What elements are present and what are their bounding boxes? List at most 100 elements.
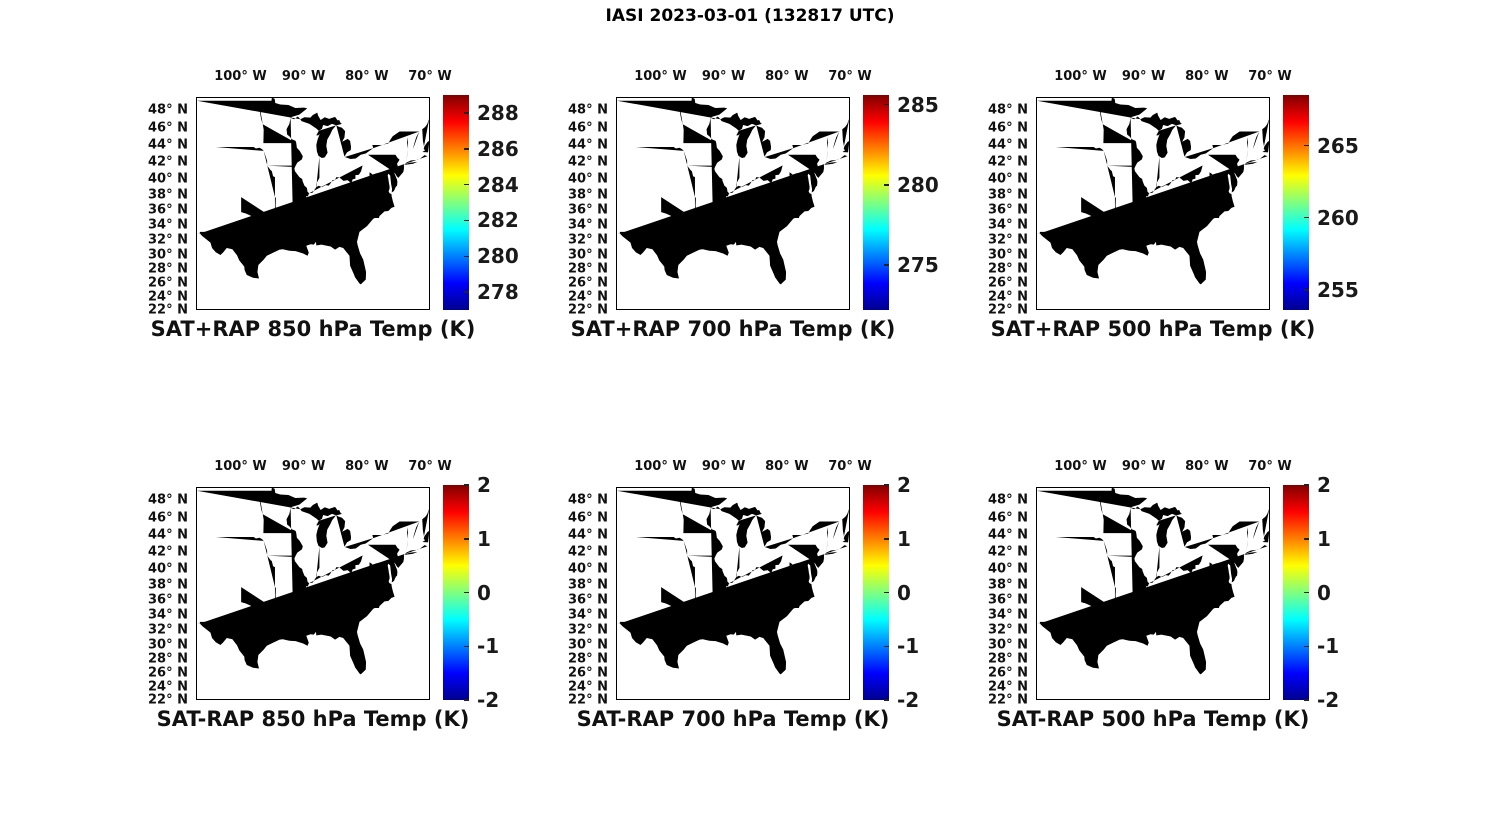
lat-tick-label: 40° N bbox=[148, 171, 188, 187]
panel-title: SAT+RAP 500 hPa Temp (K) bbox=[990, 317, 1316, 341]
colorbar-tick-mark bbox=[1304, 484, 1309, 486]
colorbar-tick-mark bbox=[464, 219, 469, 222]
lon-tick-label: 90° W bbox=[701, 459, 746, 474]
map-panel: SAT-RAP 700 hPa Temp (K) 100° W 90° W 80° … bbox=[550, 445, 950, 745]
colorbar-tick-label: 255 bbox=[1317, 277, 1359, 302]
lat-tick-label: 48° N bbox=[988, 102, 1028, 118]
map-axes bbox=[616, 487, 850, 700]
lat-tick-label: 26° N bbox=[568, 275, 608, 291]
lat-tick-label: 24° N bbox=[988, 679, 1028, 695]
lat-tick-label: 36° N bbox=[148, 202, 188, 218]
lat-tick-label: 30° N bbox=[568, 247, 608, 263]
map-panel: SAT+RAP 700 hPa Temp (K) 100° W 90° W 80° … bbox=[550, 55, 950, 355]
lat-tick-label: 28° N bbox=[988, 261, 1028, 277]
colorbar-tick-label: -1 bbox=[1317, 634, 1340, 659]
colorbar-tick-mark bbox=[464, 291, 469, 293]
lat-tick-label: 22° N bbox=[988, 692, 1028, 708]
lon-tick-label: 90° W bbox=[281, 459, 326, 474]
panel-title: SAT-RAP 500 hPa Temp (K) bbox=[996, 707, 1310, 731]
lat-tick-label: 34° N bbox=[148, 607, 188, 623]
lon-tick-label: 90° W bbox=[1121, 459, 1166, 474]
colorbar-tick-mark bbox=[1304, 645, 1309, 647]
lon-tick-label: 80° W bbox=[765, 69, 809, 84]
lon-tick-label: 90° W bbox=[701, 69, 746, 84]
colorbar-tick-mark bbox=[464, 484, 469, 486]
lat-tick-label: 38° N bbox=[568, 577, 608, 593]
panel-title: SAT-RAP 850 hPa Temp (K) bbox=[156, 707, 470, 731]
lon-tick-label: 100° W bbox=[634, 459, 687, 474]
us-state-outlines-map bbox=[1037, 488, 1269, 675]
lon-tick-label: 80° W bbox=[1185, 459, 1229, 474]
lat-tick-label: 46° N bbox=[988, 120, 1028, 136]
lon-tick-label: 80° W bbox=[345, 459, 389, 474]
lat-tick-label: 42° N bbox=[148, 544, 188, 560]
lat-tick-label: 44° N bbox=[988, 137, 1028, 153]
lat-tick-label: 34° N bbox=[568, 217, 608, 233]
lon-tick-label: 70° W bbox=[408, 69, 452, 84]
colorbar-tick-mark bbox=[884, 264, 889, 266]
lat-tick-label: 44° N bbox=[568, 137, 608, 153]
lat-tick-label: 34° N bbox=[148, 217, 188, 233]
colorbar-tick-label: 265 bbox=[1317, 133, 1359, 158]
lat-tick-label: 46° N bbox=[568, 120, 608, 136]
colorbar-tick-mark bbox=[464, 591, 469, 594]
colorbar-tick-label: 0 bbox=[1317, 580, 1331, 605]
map-axes bbox=[1036, 487, 1270, 700]
panel-title: SAT+RAP 850 hPa Temp (K) bbox=[150, 317, 476, 341]
colorbar-tick-label: 280 bbox=[897, 172, 939, 197]
us-state-outlines-map bbox=[617, 488, 849, 675]
colorbar-tick-label: 1 bbox=[897, 526, 911, 551]
lon-tick-label: 70° W bbox=[1248, 69, 1292, 84]
lat-tick-label: 24° N bbox=[148, 679, 188, 695]
lon-tick-label: 90° W bbox=[1121, 69, 1166, 84]
colorbar-tick-label: -2 bbox=[1317, 688, 1340, 712]
lat-tick-label: 22° N bbox=[148, 302, 188, 318]
colorbar-tick-label: 284 bbox=[477, 172, 519, 197]
lat-tick-label: 40° N bbox=[148, 561, 188, 577]
lat-tick-label: 32° N bbox=[148, 622, 188, 638]
lat-tick-label: 26° N bbox=[568, 665, 608, 681]
lat-tick-label: 48° N bbox=[988, 492, 1028, 508]
colorbar-tick-mark bbox=[464, 538, 469, 540]
lat-tick-label: 34° N bbox=[988, 217, 1028, 233]
lat-tick-label: 36° N bbox=[988, 202, 1028, 218]
lat-tick-label: 38° N bbox=[148, 187, 188, 203]
colorbar-tick-label: 0 bbox=[477, 580, 491, 605]
colorbar-tick-mark bbox=[884, 184, 889, 186]
lon-tick-label: 70° W bbox=[828, 459, 872, 474]
lat-tick-label: 30° N bbox=[988, 247, 1028, 263]
colorbar-tick-label: -2 bbox=[897, 688, 920, 712]
panel-title: SAT+RAP 700 hPa Temp (K) bbox=[570, 317, 896, 341]
colorbar-tick-mark bbox=[884, 645, 889, 647]
lat-tick-label: 46° N bbox=[148, 120, 188, 136]
colorbar-tick-label: 2 bbox=[477, 473, 491, 497]
lat-tick-label: 48° N bbox=[568, 492, 608, 508]
colorbar-tick-label: 275 bbox=[897, 253, 939, 278]
colorbar-tick-label: -1 bbox=[477, 634, 500, 659]
lat-tick-label: 38° N bbox=[148, 577, 188, 593]
map-panel: SAT+RAP 850 hPa Temp (K) 100° W 90° W 80° … bbox=[130, 55, 530, 355]
lat-tick-label: 28° N bbox=[148, 651, 188, 667]
colorbar-tick-label: 286 bbox=[477, 136, 519, 161]
colorbar-tick-label: 280 bbox=[477, 244, 519, 269]
lon-tick-label: 80° W bbox=[345, 69, 389, 84]
lat-tick-label: 40° N bbox=[988, 171, 1028, 187]
lat-tick-label: 36° N bbox=[568, 592, 608, 608]
map-panel: SAT+RAP 500 hPa Temp (K) 100° W 90° W 80° … bbox=[970, 55, 1370, 355]
lat-tick-label: 42° N bbox=[148, 154, 188, 170]
lat-tick-label: 44° N bbox=[148, 527, 188, 543]
lat-tick-label: 42° N bbox=[568, 154, 608, 170]
colorbar-tick-mark bbox=[884, 591, 889, 594]
colorbar-tick-mark bbox=[1304, 289, 1309, 291]
lat-tick-label: 28° N bbox=[568, 651, 608, 667]
panel-title: SAT-RAP 700 hPa Temp (K) bbox=[576, 707, 890, 731]
lat-tick-label: 24° N bbox=[988, 289, 1028, 305]
colorbar bbox=[863, 95, 889, 310]
lat-tick-label: 28° N bbox=[988, 651, 1028, 667]
lat-tick-label: 36° N bbox=[988, 592, 1028, 608]
lat-tick-label: 28° N bbox=[568, 261, 608, 277]
colorbar-tick-mark bbox=[884, 103, 889, 106]
colorbar-tick-label: 288 bbox=[477, 100, 519, 125]
lon-tick-label: 80° W bbox=[1185, 69, 1229, 84]
lat-tick-label: 26° N bbox=[988, 665, 1028, 681]
